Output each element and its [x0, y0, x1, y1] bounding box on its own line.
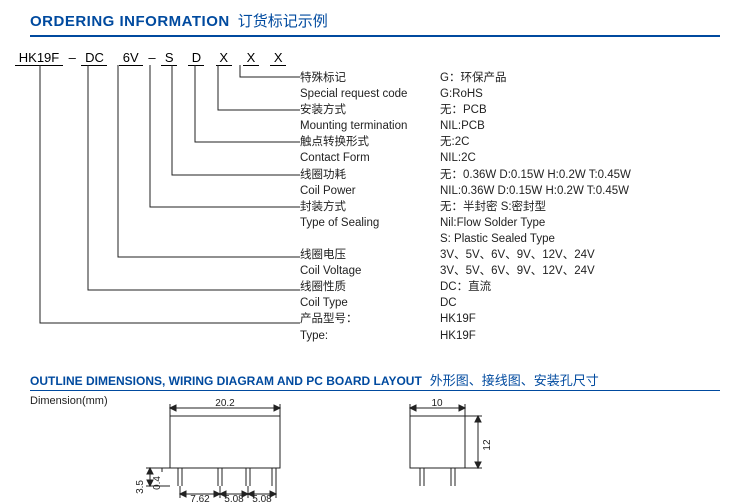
dim-s1: 7.62 — [190, 494, 210, 502]
dim-h2: 0.4 — [152, 476, 163, 490]
dash: – — [67, 50, 78, 65]
seg-voltage: 6V — [119, 50, 143, 66]
seg-power: D — [188, 50, 204, 66]
desc-row: 线圈电压3V、5V、6V、9V、12V、24V — [300, 247, 730, 263]
desc-row: Mounting terminationNIL:PCB — [300, 118, 730, 134]
header-cn: 订货标记示例 — [238, 10, 328, 31]
desc-row: Coil Voltage3V、5V、6V、9V、12V、24V — [300, 263, 730, 279]
header2-cn: 外形图、接线图、安装孔尺寸 — [430, 370, 599, 389]
dim-w2: 10 — [431, 398, 443, 409]
description-table: 特殊标记G：环保产品 Special request codeG:RoHS 安装… — [300, 70, 730, 344]
part-number-row: HK19F – DC 6V – S D X X X — [15, 50, 286, 66]
desc-row: 线圈功耗无：0.36W D:0.15W H:0.2W T:0.45W — [300, 167, 730, 183]
desc-row: Special request codeG:RoHS — [300, 86, 730, 102]
leader-lines — [0, 65, 300, 355]
desc-row: Coil TypeDC — [300, 295, 730, 311]
desc-row: 产品型号：HK19F — [300, 311, 730, 327]
desc-row: S: Plastic Sealed Type — [300, 231, 730, 247]
seg-sealing: S — [161, 50, 177, 66]
dim-h1: 3.5 — [135, 480, 146, 494]
desc-row: 封装方式无：半封密 S:密封型 — [300, 199, 730, 215]
seg-contact: X — [216, 50, 232, 66]
header-rule — [30, 35, 720, 37]
seg-special: X — [270, 50, 286, 66]
header-en: ORDERING INFORMATION — [30, 13, 230, 30]
desc-row: Type of SealingNil:Flow Solder Type — [300, 215, 730, 231]
section-header: ORDERING INFORMATION 订货标记示例 — [30, 10, 328, 31]
dim-s2: 5.08 — [224, 494, 244, 502]
header2-rule — [30, 390, 720, 391]
desc-row: 线圈性质DC：直流 — [300, 279, 730, 295]
seg-mount: X — [243, 50, 259, 66]
dim-w1: 20.2 — [215, 398, 235, 409]
dash: – — [146, 50, 157, 65]
desc-row: 特殊标记G：环保产品 — [300, 70, 730, 86]
dim-h3: 12 — [482, 439, 493, 451]
desc-row: Type:HK19F — [300, 328, 730, 344]
dim-s3: 5.08 — [252, 494, 272, 502]
seg-type: HK19F — [15, 50, 63, 66]
desc-row: 触点转换形式无:2C — [300, 134, 730, 150]
desc-row: Contact FormNIL:2C — [300, 150, 730, 166]
desc-row: Coil PowerNIL:0.36W D:0.15W H:0.2W T:0.4… — [300, 183, 730, 199]
section2-header: OUTLINE DIMENSIONS, WIRING DIAGRAM AND P… — [30, 370, 599, 389]
desc-row: 安装方式无：PCB — [300, 102, 730, 118]
outline-drawings: 20.2 3.5 0.4 7.62 5.08 5.08 10 12 — [0, 398, 750, 502]
header2-en: OUTLINE DIMENSIONS, WIRING DIAGRAM AND P… — [30, 374, 422, 388]
seg-coiltype: DC — [81, 50, 107, 66]
